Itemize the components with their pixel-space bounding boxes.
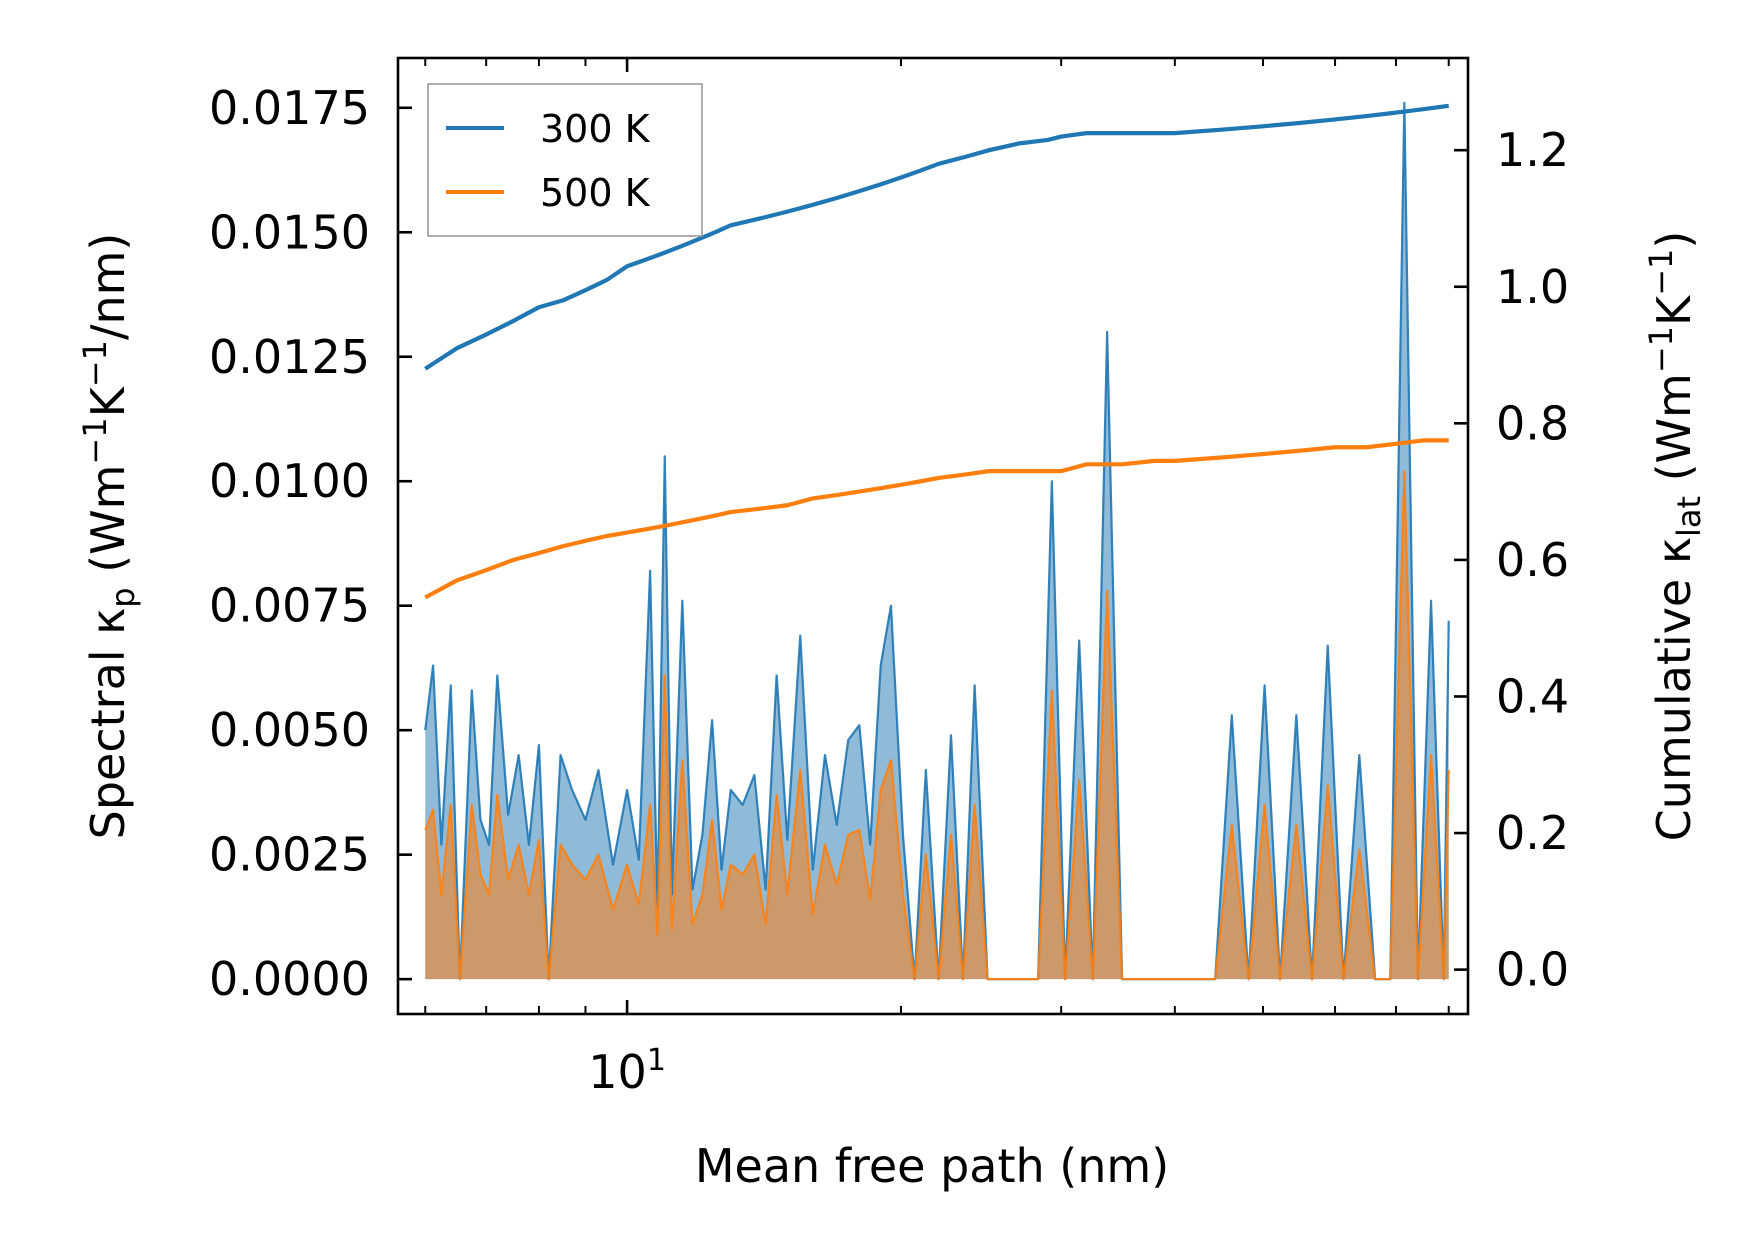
right-y-tick-labels: 0.0 0.2 0.4 0.6 0.8 1.0 1.2	[1496, 123, 1569, 996]
right-y-tick-label: 0.2	[1496, 806, 1569, 860]
legend-label-300k: 300 K	[540, 107, 651, 151]
cumulative-line-300k	[424, 103, 1449, 371]
left-y-tick-label: 0.0125	[209, 330, 370, 384]
right-y-tick-label: 1.0	[1496, 260, 1569, 314]
plot-frame	[396, 56, 1470, 1016]
right-y-tick-label: 0.4	[1496, 669, 1569, 723]
x-tick-label: 101	[588, 1043, 666, 1099]
left-y-tick-label: 0.0175	[209, 81, 370, 135]
cumulative-line-500k	[424, 438, 1449, 600]
right-y-axis-title: Cumulative κlat (Wm−1K−1)	[1642, 231, 1708, 842]
spectral-line-500k	[424, 470, 1450, 981]
series-lines	[424, 101, 1450, 981]
legend-box	[427, 83, 703, 237]
legend: 300 K 500 K	[427, 83, 703, 237]
spectral-fill-500k	[425, 471, 1449, 980]
left-y-tick-labels: 0.0000 0.0025 0.0050 0.0075 0.0100 0.0125 0.01…	[209, 81, 370, 1006]
left-y-tick-label: 0.0075	[209, 579, 370, 633]
axis-ticks	[398, 58, 1468, 1014]
right-y-tick-label: 0.0	[1496, 943, 1569, 997]
left-y-tick-label: 0.0050	[209, 703, 370, 757]
right-y-tick-label: 0.8	[1496, 396, 1569, 450]
spectral-fills	[425, 102, 1449, 980]
spectral-fill-300k	[425, 102, 1449, 980]
left-y-tick-label: 0.0150	[209, 205, 370, 259]
right-y-tick-label: 0.6	[1496, 533, 1569, 587]
left-y-axis-title: Spectral κp (Wm−1K−1/nm)	[76, 233, 142, 840]
left-y-tick-label: 0.0000	[209, 952, 370, 1006]
x-axis-title: Mean free path (nm)	[695, 1139, 1169, 1193]
left-y-tick-label: 0.0100	[209, 454, 370, 508]
right-y-tick-label: 1.2	[1496, 123, 1569, 177]
legend-label-500k: 500 K	[540, 171, 651, 215]
left-y-tick-label: 0.0025	[209, 828, 370, 882]
